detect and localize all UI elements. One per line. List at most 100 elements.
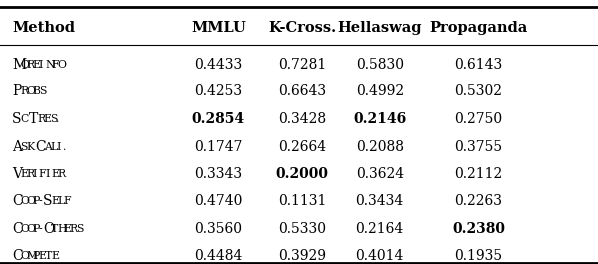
Text: E: E (20, 169, 28, 179)
Text: I: I (32, 169, 37, 179)
Text: O: O (43, 222, 54, 236)
Text: 0.2164: 0.2164 (356, 222, 404, 236)
Text: P: P (32, 196, 40, 206)
Text: -: - (39, 196, 42, 206)
Text: C: C (12, 222, 23, 236)
Text: E: E (44, 114, 51, 124)
Text: S: S (39, 86, 46, 96)
Text: R: R (58, 169, 66, 179)
Text: .: . (63, 142, 66, 152)
Text: I: I (39, 60, 43, 70)
Text: P: P (12, 84, 21, 98)
Text: R: R (20, 86, 28, 96)
Text: 0.3343: 0.3343 (194, 167, 242, 181)
Text: Propaganda: Propaganda (429, 21, 527, 35)
Text: -: - (39, 224, 42, 234)
Text: S: S (12, 112, 22, 126)
Text: 0.2088: 0.2088 (356, 139, 404, 154)
Text: O: O (20, 60, 29, 70)
Text: L: L (50, 142, 57, 152)
Text: 0.6643: 0.6643 (278, 84, 326, 98)
Text: E: E (51, 251, 59, 261)
Text: N: N (45, 60, 54, 70)
Text: S: S (76, 224, 84, 234)
Text: A: A (12, 139, 22, 154)
Text: O: O (26, 86, 35, 96)
Text: O: O (26, 224, 35, 234)
Text: 0.4433: 0.4433 (194, 58, 242, 72)
Text: M: M (12, 58, 26, 72)
Text: O: O (20, 196, 29, 206)
Text: 0.1935: 0.1935 (454, 249, 502, 263)
Text: C: C (12, 194, 23, 208)
Text: F: F (51, 60, 59, 70)
Text: F: F (63, 196, 71, 206)
Text: C: C (12, 249, 23, 263)
Text: S: S (43, 194, 53, 208)
Text: C: C (36, 139, 46, 154)
Text: 0.5830: 0.5830 (356, 58, 404, 72)
Text: 0.2112: 0.2112 (454, 167, 502, 181)
Text: E: E (63, 224, 72, 234)
Text: E: E (39, 251, 47, 261)
Text: 0.3428: 0.3428 (278, 112, 326, 126)
Text: Hellaswag: Hellaswag (337, 21, 422, 35)
Text: P: P (32, 251, 40, 261)
Text: E: E (51, 196, 59, 206)
Text: K: K (26, 142, 35, 152)
Text: R: R (70, 224, 78, 234)
Text: 0.2380: 0.2380 (452, 222, 505, 236)
Text: 0.2854: 0.2854 (192, 112, 245, 126)
Text: 0.4484: 0.4484 (194, 249, 242, 263)
Text: E: E (51, 169, 59, 179)
Text: S: S (20, 142, 28, 152)
Text: R: R (38, 114, 45, 124)
Text: R: R (26, 60, 35, 70)
Text: E: E (32, 60, 41, 70)
Text: 0.1747: 0.1747 (194, 139, 243, 154)
Text: O: O (58, 60, 67, 70)
Text: 0.1131: 0.1131 (278, 194, 326, 208)
Text: 0.6143: 0.6143 (454, 58, 502, 72)
Text: 0.4992: 0.4992 (356, 84, 404, 98)
Text: 0.4014: 0.4014 (356, 249, 404, 263)
Text: 0.3755: 0.3755 (454, 139, 502, 154)
Text: T: T (51, 224, 58, 234)
Text: 0.2750: 0.2750 (454, 112, 502, 126)
Text: O: O (20, 224, 29, 234)
Text: 0.2263: 0.2263 (454, 194, 502, 208)
Text: 0.3624: 0.3624 (356, 167, 404, 181)
Text: .: . (56, 114, 60, 124)
Text: M: M (26, 251, 38, 261)
Text: H: H (57, 224, 67, 234)
Text: B: B (32, 86, 41, 96)
Text: 0.4740: 0.4740 (194, 194, 242, 208)
Text: T: T (29, 112, 39, 126)
Text: C: C (20, 114, 28, 124)
Text: V: V (12, 167, 22, 181)
Text: 0.2146: 0.2146 (353, 112, 407, 126)
Text: I: I (45, 169, 50, 179)
Text: T: T (45, 251, 53, 261)
Text: 0.3929: 0.3929 (278, 249, 326, 263)
Text: 0.4253: 0.4253 (194, 84, 242, 98)
Text: P: P (32, 224, 40, 234)
Text: 0.2664: 0.2664 (278, 139, 326, 154)
Text: 0.5302: 0.5302 (454, 84, 502, 98)
Text: O: O (26, 196, 35, 206)
Text: I: I (56, 142, 60, 152)
Text: 0.7281: 0.7281 (278, 58, 326, 72)
Text: 0.2000: 0.2000 (276, 167, 328, 181)
Text: L: L (57, 196, 65, 206)
Text: 0.3434: 0.3434 (356, 194, 404, 208)
Text: 0.3560: 0.3560 (194, 222, 242, 236)
Text: R: R (26, 169, 35, 179)
Text: K-Cross.: K-Cross. (268, 21, 336, 35)
Text: Method: Method (12, 21, 75, 35)
Text: MMLU: MMLU (191, 21, 246, 35)
Text: 0.5330: 0.5330 (278, 222, 326, 236)
Text: F: F (39, 169, 47, 179)
Text: S: S (50, 114, 57, 124)
Text: A: A (44, 142, 51, 152)
Text: O: O (20, 251, 29, 261)
